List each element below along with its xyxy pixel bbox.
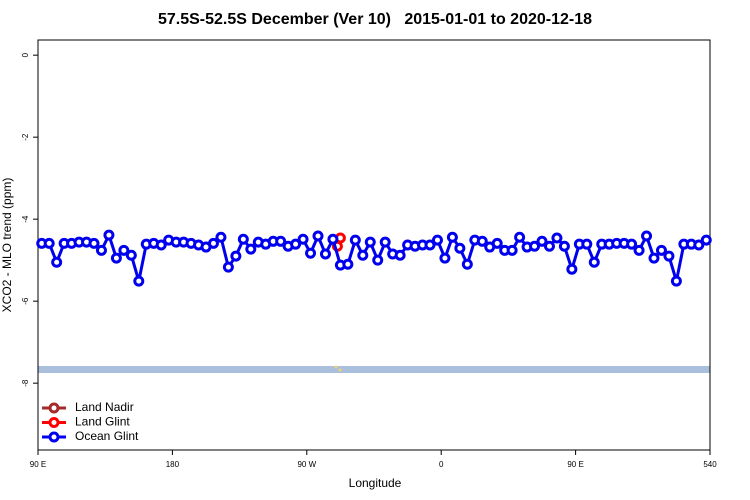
map-speck [334, 365, 338, 369]
data-point [588, 256, 600, 268]
data-point [566, 263, 578, 275]
data-point [700, 234, 712, 246]
data-point [215, 231, 227, 243]
data-point [110, 252, 122, 264]
map-speck [338, 368, 342, 372]
x-tick-label: 0 [439, 460, 444, 469]
data-point [543, 240, 555, 252]
data-point [245, 243, 257, 255]
data-point [424, 239, 436, 251]
data-point [506, 244, 518, 256]
data-point [446, 231, 458, 243]
x-axis-label: Longitude [349, 476, 402, 490]
data-point [439, 252, 451, 264]
data-point [461, 258, 473, 270]
y-tick-label: -8 [21, 379, 30, 387]
data-point [529, 240, 541, 252]
data-point [88, 237, 100, 249]
x-tick-label: 90 E [567, 460, 583, 469]
x-tick-label: 180 [166, 460, 180, 469]
data-point [514, 231, 526, 243]
data-point [648, 252, 660, 264]
data-point [275, 235, 287, 247]
data-point [655, 244, 667, 256]
data-point [290, 238, 302, 250]
legend-label: Land Nadir [75, 400, 134, 414]
data-point [133, 275, 145, 287]
data-point [43, 237, 55, 249]
data-point [207, 237, 219, 249]
y-tick-label: 0 [21, 52, 30, 57]
data-point [312, 230, 324, 242]
data-point [103, 229, 115, 241]
data-point [641, 230, 653, 242]
data-point [476, 235, 488, 247]
data-point [237, 233, 249, 245]
data-point [342, 258, 354, 270]
data-point [536, 235, 548, 247]
data-point [379, 236, 391, 248]
data-point [327, 233, 339, 245]
data-point [297, 233, 309, 245]
y-tick-label: -2 [21, 133, 30, 141]
data-point [394, 249, 406, 261]
y-tick-label: -4 [21, 215, 30, 223]
legend-marker [48, 417, 60, 428]
data-point [125, 249, 137, 261]
data-point [491, 237, 503, 249]
y-tick-label: -6 [21, 297, 30, 305]
data-point [95, 244, 107, 256]
data-point [431, 234, 443, 246]
legend-marker [48, 402, 60, 414]
data-point [663, 250, 675, 262]
data-point [551, 232, 563, 244]
data-point [372, 254, 384, 266]
chart-title: 57.5S-52.5S December (Ver 10) 2015-01-01… [158, 11, 592, 28]
y-axis-label: XCO2 - MLO trend (ppm) [0, 178, 14, 313]
x-tick-label: 90 E [30, 460, 46, 469]
data-point [558, 240, 570, 252]
data-point [349, 234, 361, 246]
x-tick-label: 90 W [297, 460, 316, 469]
data-point [230, 250, 242, 262]
legend-label: Ocean Glint [75, 429, 139, 443]
data-point [222, 261, 234, 273]
data-point [364, 236, 376, 248]
data-point [693, 239, 705, 251]
data-point [118, 244, 130, 256]
data-point [633, 244, 645, 256]
map-strip [38, 366, 710, 373]
data-point [357, 249, 369, 261]
legend-label: Land Glint [75, 415, 130, 429]
data-point [581, 238, 593, 250]
x-tick-label: 540 [703, 460, 717, 469]
data-point [670, 275, 682, 287]
data-point [51, 256, 63, 268]
legend-marker [48, 431, 60, 443]
data-point [626, 238, 638, 250]
data-point [305, 247, 317, 259]
data-point [454, 242, 466, 254]
data-point [155, 239, 167, 251]
data-point [319, 248, 331, 260]
